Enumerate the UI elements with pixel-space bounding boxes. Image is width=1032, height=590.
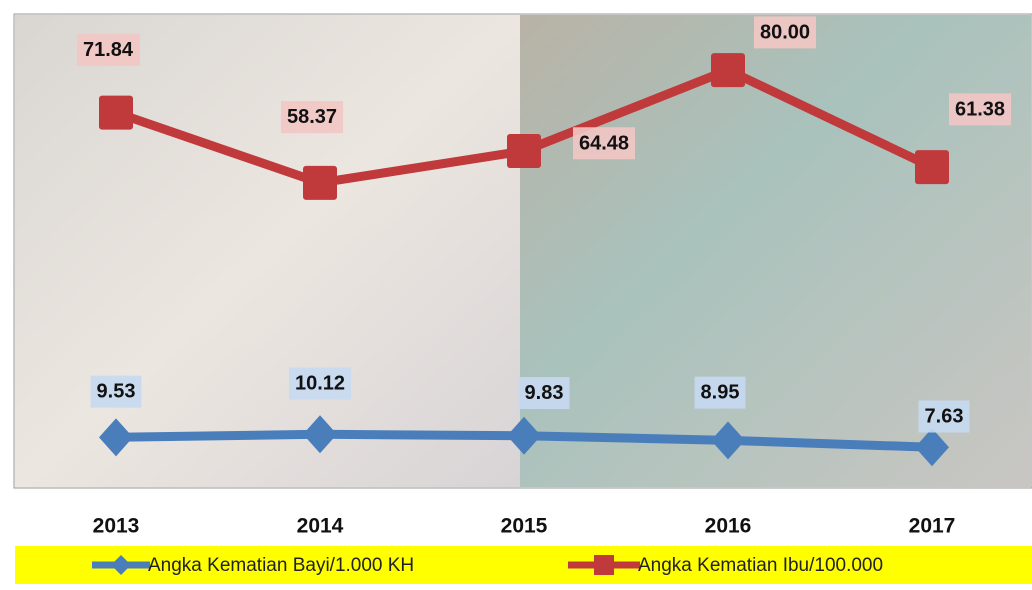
data-label: 7.63 — [925, 406, 964, 428]
data-label: 64.48 — [579, 132, 629, 154]
data-label: 71.84 — [83, 39, 134, 61]
data-label: 9.83 — [525, 382, 564, 404]
legend-marker — [594, 555, 614, 575]
data-label: 61.38 — [955, 98, 1005, 120]
x-tick-label: 2016 — [705, 515, 752, 538]
point — [99, 96, 133, 130]
chart: 9.53 10.12 9.83 8.95 7.63 71.84 58.37 64.48 80.0… — [0, 0, 1032, 585]
x-tick-label: 2014 — [297, 515, 344, 538]
legend-label: Angka Kematian Ibu/100.000 — [638, 555, 883, 576]
legend-label: Angka Kematian Bayi/1.000 KH — [148, 555, 414, 576]
data-label: 9.53 — [97, 381, 136, 403]
point — [915, 150, 949, 184]
point — [303, 166, 337, 200]
point — [507, 134, 541, 168]
point — [711, 53, 745, 87]
x-tick-label: 2013 — [93, 515, 140, 538]
x-tick-label: 2015 — [501, 515, 548, 538]
data-label: 10.12 — [295, 373, 345, 395]
background-photo-left — [15, 15, 520, 487]
data-label: 80.00 — [760, 21, 810, 43]
data-label: 8.95 — [701, 382, 740, 404]
data-label: 58.37 — [287, 106, 337, 128]
x-tick-label: 2017 — [909, 515, 956, 538]
